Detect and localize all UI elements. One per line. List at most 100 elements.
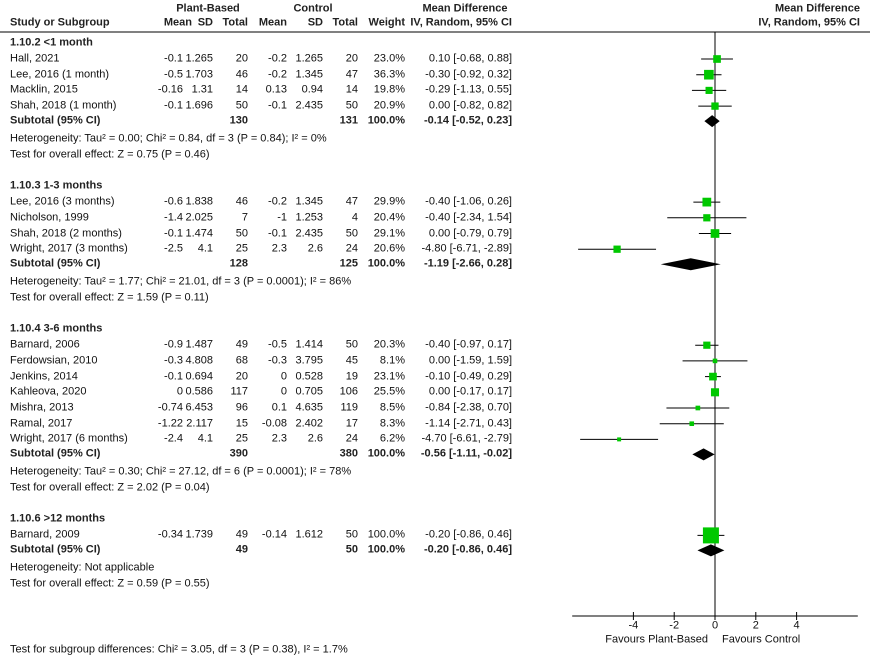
overall-effect-text: Test for overall effect: Z = 0.75 (P = 0…: [10, 148, 210, 161]
subgroup-title: 1.10.2 <1 month: [10, 36, 93, 49]
study-c-sd: 1.414: [295, 338, 323, 351]
study-pb-mean: -1.4: [164, 211, 183, 224]
study-c-sd: 1.253: [295, 211, 323, 224]
study-pb-sd: 0.586: [185, 385, 213, 398]
study-c-sd: 2.435: [295, 99, 323, 112]
study-c-total: 24: [345, 242, 358, 255]
study-effect-square: [710, 388, 720, 397]
subtotal-pb-total: 49: [235, 543, 248, 556]
study-name: Nicholson, 1999: [10, 211, 89, 224]
study-name: Shah, 2018 (1 month): [10, 99, 117, 112]
study-c-total: 4: [351, 211, 358, 224]
study-c-total: 17: [345, 417, 358, 430]
study-name: Barnard, 2006: [10, 338, 80, 351]
study-c-sd: 2.435: [295, 227, 323, 239]
study-pb-total: 96: [235, 401, 248, 414]
study-pb-sd: 2.117: [186, 417, 213, 430]
study-name: Ramal, 2017: [10, 417, 73, 430]
study-pb-total: 14: [235, 83, 248, 96]
study-pb-total: 20: [235, 52, 248, 65]
study-c-total: 50: [345, 227, 358, 239]
study-effect-square: [712, 358, 718, 364]
study-c-mean: -0.14: [261, 528, 287, 541]
study-c-mean: 0: [280, 385, 287, 398]
study-weight: 29.9%: [373, 195, 405, 208]
study-c-total: 19: [345, 370, 358, 383]
study-c-sd: 2.402: [295, 417, 323, 430]
study-effect-square: [617, 437, 622, 442]
study-pb-mean: -0.1: [164, 227, 183, 239]
subtotal-diamond: [697, 544, 725, 557]
study-ci: 0.00 [-0.17, 0.17]: [428, 385, 512, 398]
study-c-total: 20: [345, 52, 358, 65]
study-weight: 20.4%: [373, 211, 405, 224]
study-name: Hall, 2021: [10, 52, 60, 65]
study-pb-sd: 4.1: [197, 432, 213, 445]
study-name: Wright, 2017 (3 months): [10, 242, 128, 255]
study-pb-sd: 1.696: [185, 99, 213, 112]
study-pb-mean: -0.34: [157, 528, 183, 541]
x-axis-tick-label: 4: [793, 619, 800, 632]
study-pb-total: 50: [235, 99, 248, 112]
study-c-mean: -0.5: [268, 338, 287, 351]
study-pb-sd: 1.474: [185, 227, 213, 239]
subtotal-c-total: 131: [339, 114, 358, 127]
x-axis-tick-label: -2: [669, 619, 680, 632]
study-weight: 19.8%: [373, 83, 405, 96]
header-c-total: Total: [332, 16, 358, 29]
study-name: Mishra, 2013: [10, 401, 74, 414]
study-pb-sd: 1.838: [185, 195, 213, 208]
study-pb-mean: 0: [176, 385, 183, 398]
study-effect-square: [711, 102, 719, 110]
heterogeneity-text: Heterogeneity: Tau² = 0.00; Chi² = 0.84,…: [10, 132, 327, 145]
study-pb-sd: 1.487: [185, 338, 213, 351]
study-weight: 20.9%: [373, 99, 405, 112]
study-c-sd: 1.345: [295, 68, 323, 81]
study-effect-square: [710, 229, 720, 238]
study-c-mean: -1: [277, 211, 287, 224]
study-name: Barnard, 2009: [10, 528, 80, 541]
study-name: Shah, 2018 (2 months): [10, 227, 122, 239]
study-pb-total: 49: [235, 528, 248, 541]
subtotal-diamond: [692, 448, 715, 461]
study-c-sd: 3.795: [295, 354, 323, 367]
study-c-mean: -0.3: [268, 354, 287, 367]
study-effect-square: [709, 372, 717, 381]
study-c-sd: 1.345: [295, 195, 323, 208]
favours-right-label: Favours Control: [722, 633, 801, 646]
study-pb-total: 68: [235, 354, 248, 367]
study-pb-sd: 1.265: [185, 52, 213, 65]
study-pb-total: 20: [235, 370, 248, 383]
subtotal-weight: 100.0%: [367, 257, 405, 270]
study-name: Ferdowsian, 2010: [10, 354, 98, 367]
header-pb-sd: SD: [197, 16, 213, 29]
study-name: Jenkins, 2014: [10, 370, 78, 383]
study-pb-mean: -0.6: [164, 195, 183, 208]
header-control: Control: [293, 2, 333, 15]
study-effect-square: [704, 69, 714, 80]
study-effect-square: [705, 86, 713, 94]
study-pb-sd: 1.703: [185, 68, 213, 81]
study-pb-sd: 4.1: [197, 242, 213, 255]
study-pb-total: 25: [235, 242, 248, 255]
study-ci: -1.14 [-2.71, 0.43]: [425, 417, 512, 430]
header-plot-method: IV, Random, 95% CI: [758, 16, 860, 29]
study-weight: 20.6%: [373, 242, 405, 255]
study-pb-total: 46: [235, 68, 248, 81]
study-pb-mean: -0.1: [164, 52, 183, 65]
study-ci: 0.00 [-0.82, 0.82]: [428, 99, 512, 112]
header-pb-mean: Mean: [163, 16, 192, 29]
study-c-mean: -0.2: [268, 195, 287, 208]
study-effect-square: [613, 245, 621, 253]
header-plant-based: Plant-Based: [176, 2, 240, 15]
study-c-mean: 0: [280, 370, 287, 383]
study-c-sd: 0.528: [295, 370, 323, 383]
overall-effect-text: Test for overall effect: Z = 2.02 (P = 0…: [10, 481, 210, 494]
study-c-total: 50: [345, 338, 358, 351]
study-pb-total: 46: [235, 195, 248, 208]
study-weight: 100.0%: [367, 528, 405, 541]
study-c-total: 119: [340, 401, 358, 414]
study-c-sd: 2.6: [307, 432, 323, 445]
study-pb-mean: -0.74: [157, 401, 183, 414]
study-effect-square: [703, 341, 711, 349]
